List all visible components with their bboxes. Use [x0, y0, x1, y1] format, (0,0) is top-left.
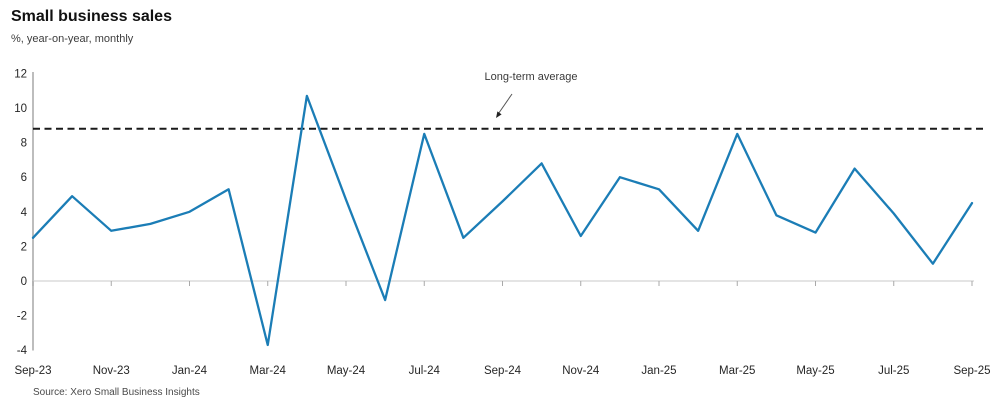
- x-axis-label: Jul-24: [409, 365, 441, 377]
- x-axis-label: May-24: [327, 365, 366, 377]
- x-axis-label: Sep-24: [484, 365, 522, 377]
- sales-series-line: [31, 94, 974, 347]
- y-axis-label: 12: [14, 68, 27, 80]
- y-axis-label: 4: [21, 207, 28, 219]
- x-axis-labels: Sep-23 Nov-23 Jan-24 Mar-24 May-24 Jul-24 Sep-…: [14, 365, 990, 377]
- y-axis-label: 6: [21, 172, 27, 184]
- chart-title: Small business sales: [11, 8, 172, 25]
- x-axis-label: Mar-24: [250, 365, 287, 377]
- chart-subtitle: %, year-on-year, monthly: [11, 33, 134, 45]
- y-axis-labels: 12 10 8 6 4 2 0 -2 -4: [14, 68, 27, 357]
- y-axis-label: 8: [21, 138, 27, 150]
- y-axis-label: -2: [17, 311, 27, 323]
- x-axis-label: Jan-24: [172, 365, 208, 377]
- x-axis-label: Mar-25: [719, 365, 755, 377]
- long-term-average-label: Long-term average: [484, 71, 578, 83]
- x-axis-label: Jul-25: [878, 365, 909, 377]
- x-axis-label: Sep-23: [14, 365, 51, 377]
- y-axis-label: 0: [21, 276, 27, 288]
- x-axis-label: Nov-24: [562, 365, 600, 377]
- x-axis-label: Jan-25: [641, 365, 676, 377]
- x-axis-label: Nov-23: [93, 365, 130, 377]
- y-axis-label: 10: [14, 103, 27, 115]
- x-axis-ticks: [32, 281, 973, 286]
- source-note: Source: Xero Small Business Insights: [33, 387, 200, 398]
- x-axis-label: Sep-25: [953, 365, 990, 377]
- y-axis-label: 2: [21, 241, 27, 253]
- y-axis-label: -4: [17, 345, 28, 357]
- x-axis-label: May-25: [796, 365, 834, 377]
- annotation-arrow: [496, 93, 513, 118]
